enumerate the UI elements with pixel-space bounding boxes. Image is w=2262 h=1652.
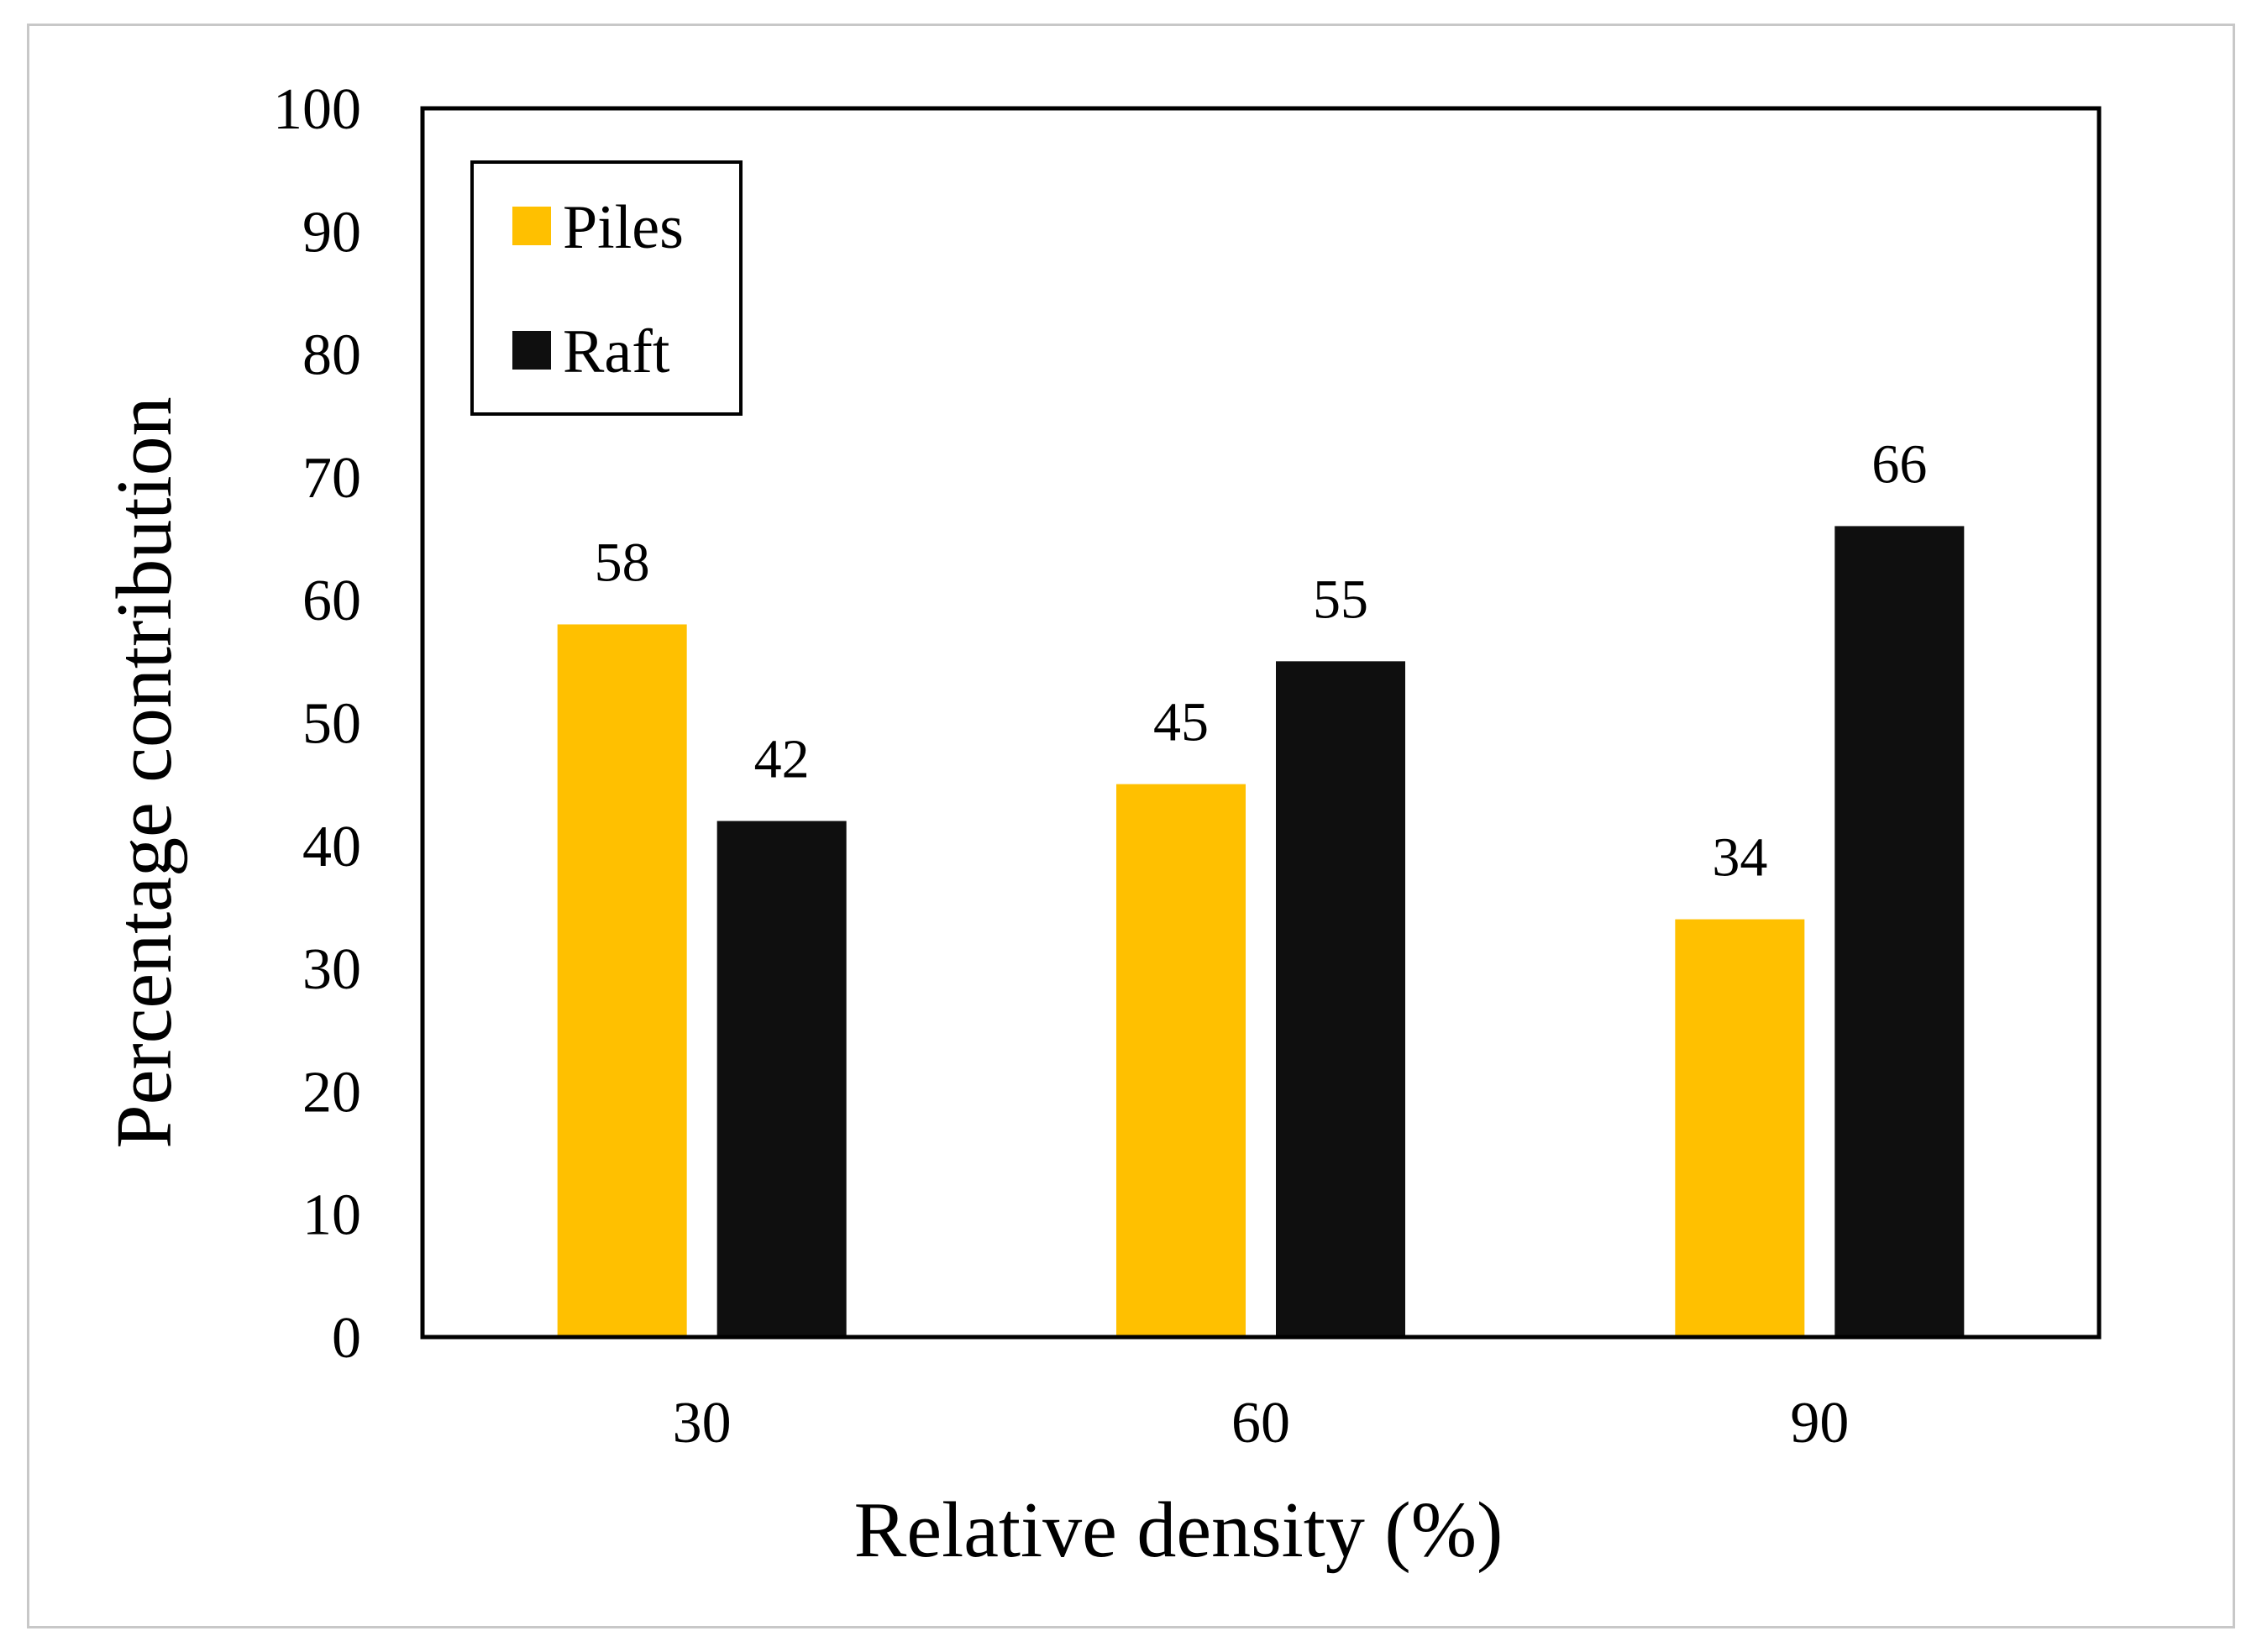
y-axis-title: Percentage contribution xyxy=(101,396,188,1148)
y-tick-label-70: 70 xyxy=(302,446,361,511)
data-label-piles-30: 58 xyxy=(595,532,650,593)
y-tick-label-100: 100 xyxy=(273,77,361,142)
data-label-raft-90: 66 xyxy=(1871,433,1927,495)
data-label-piles-60: 45 xyxy=(1153,692,1209,753)
bar-piles-60 xyxy=(1116,784,1246,1337)
bar-raft-60 xyxy=(1276,661,1405,1337)
y-tick-label-0: 0 xyxy=(332,1306,361,1371)
legend-box xyxy=(470,160,743,416)
y-tick-label-90: 90 xyxy=(302,200,361,265)
x-tick-label-90: 90 xyxy=(1790,1391,1849,1455)
data-labels: 58 42 45 55 34 66 xyxy=(595,433,1928,888)
x-tick-label-30: 30 xyxy=(673,1391,732,1455)
legend-label-piles: Piles xyxy=(563,193,684,262)
bar-piles-90 xyxy=(1675,919,1805,1337)
bar-raft-30 xyxy=(716,821,847,1337)
bar-raft-90 xyxy=(1834,526,1965,1337)
y-tick-label-20: 20 xyxy=(302,1060,361,1125)
y-tick-labels: 0 10 20 30 40 50 60 70 80 90 100 xyxy=(273,77,361,1371)
bars-layer xyxy=(557,526,1965,1337)
x-tick-labels: 30 60 90 xyxy=(673,1391,1850,1455)
legend-swatch-raft xyxy=(512,331,551,370)
y-tick-label-50: 50 xyxy=(302,692,361,757)
data-label-piles-90: 34 xyxy=(1712,827,1767,889)
y-tick-label-10: 10 xyxy=(302,1183,361,1248)
x-axis-title: Relative density (%) xyxy=(854,1487,1504,1574)
legend-label-raft: Raft xyxy=(563,317,670,386)
legend: Piles Raft xyxy=(470,160,743,416)
data-label-raft-30: 42 xyxy=(754,729,810,790)
y-tick-label-80: 80 xyxy=(302,323,361,388)
y-tick-label-60: 60 xyxy=(302,569,361,633)
y-tick-label-40: 40 xyxy=(302,815,361,879)
y-tick-label-30: 30 xyxy=(302,937,361,1002)
plot-area-border xyxy=(420,106,2102,1340)
data-label-raft-60: 55 xyxy=(1313,569,1368,630)
bar-piles-30 xyxy=(557,624,687,1337)
x-tick-label-60: 60 xyxy=(1231,1391,1290,1455)
legend-swatch-piles xyxy=(512,207,551,245)
